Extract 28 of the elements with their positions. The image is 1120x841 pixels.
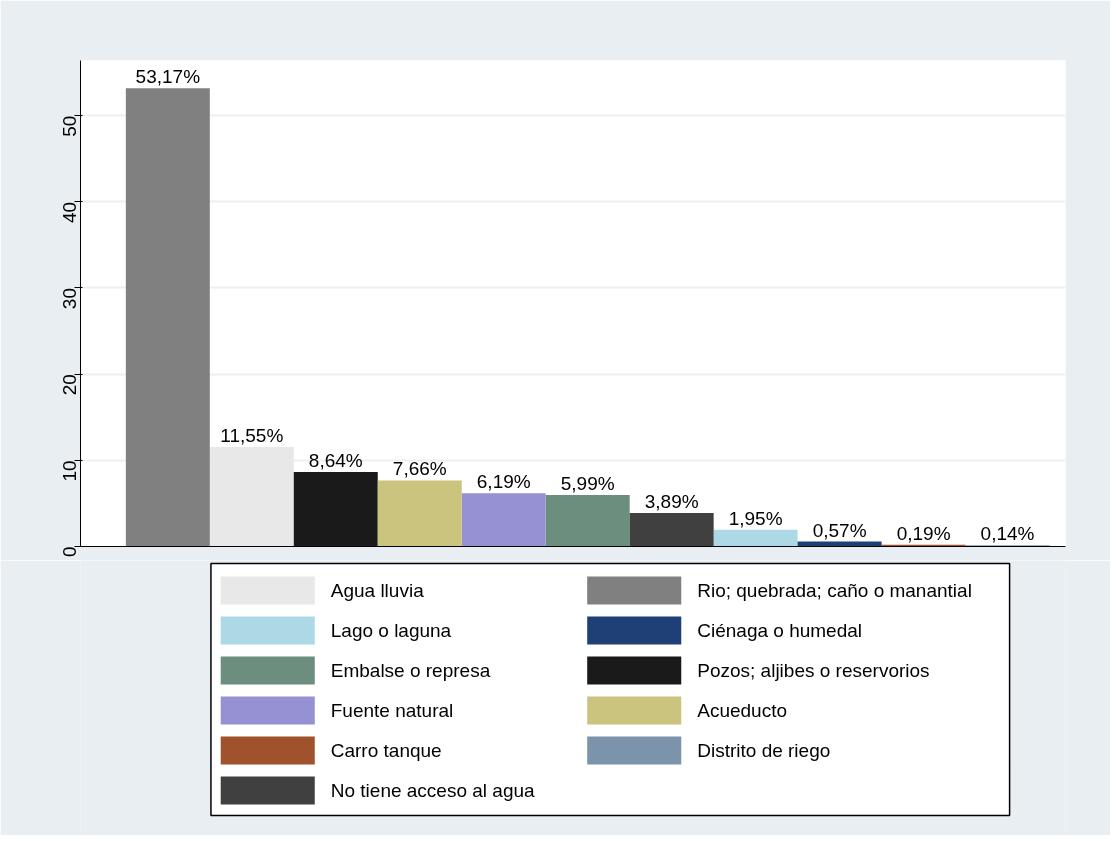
y-tick-label: 30 [59,287,80,310]
legend-label: Embalse o represa [330,660,491,681]
data-label: 0,57% [812,519,867,541]
legend-label: Pozos; aljibes o reservorios [697,660,930,681]
data-label: 6,19% [476,471,531,493]
data-label: 0,14% [980,523,1035,545]
legend-label: Fuente natural [330,700,454,721]
data-label: 7,66% [392,458,447,480]
data-label: 11,55% [220,424,284,446]
y-tick-label: 20 [59,374,80,396]
legend-label: Acueducto [697,700,788,721]
legend-label: Distrito de riego [697,740,831,761]
y-tick-label: 0 [59,546,80,558]
legend-label: Carro tanque [330,740,442,761]
data-label: 8,64% [308,450,363,472]
legend-label: Ciénaga o humedal [697,620,863,641]
data-label: 3,89% [644,490,699,512]
data-label: 0,19% [896,522,951,544]
y-tick-label: 40 [59,201,80,223]
data-label: 53,17% [135,66,201,88]
y-tick-label: 10 [59,460,80,482]
legend-label: No tiene acceso al agua [330,780,536,801]
legend-label: Lago o laguna [330,620,452,641]
data-label: 1,95% [728,507,783,529]
legend-label: Rio; quebrada; caño o manantial [697,580,972,601]
y-tick-label: 50 [59,115,80,137]
legend-label: Agua lluvia [330,580,425,601]
data-label: 5,99% [560,472,615,494]
